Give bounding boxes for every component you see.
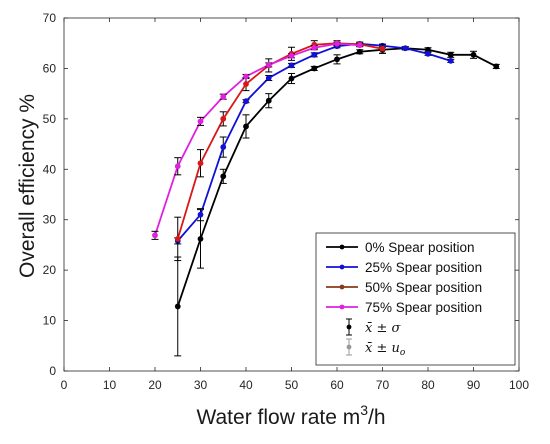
legend-label: x̄ ± uo <box>365 341 406 358</box>
legend-item: 75% Spear position <box>326 300 482 315</box>
data-point <box>334 40 340 47</box>
series-1 <box>174 40 455 245</box>
x-tick-label: 60 <box>330 378 344 392</box>
legend: 0% Spear position 25% Spear position 50% S… <box>315 232 516 366</box>
y-tick-label: 0 <box>49 364 56 378</box>
legend-label-main: x̄ ± u <box>365 341 400 356</box>
data-point <box>288 62 295 69</box>
series-3 <box>151 40 364 240</box>
series-line <box>177 42 452 242</box>
axes: 0 10 20 30 40 50 60 70 80 90 100 0 10 20 30 40 50 60 70 <box>43 11 530 392</box>
x-tick-label: 90 <box>467 378 481 392</box>
data-point <box>265 75 272 81</box>
data-point <box>174 163 181 170</box>
legend-marker <box>339 244 345 250</box>
x-axis-title: Water flow rate m3/h <box>196 402 385 429</box>
data-point <box>243 81 249 87</box>
data-point <box>243 98 249 105</box>
legend-item: x̄ ± uo <box>346 338 406 358</box>
data-point <box>379 45 386 52</box>
data-point <box>288 52 295 59</box>
x-tick-label: 10 <box>103 378 117 392</box>
series-line <box>154 42 360 236</box>
data-point <box>470 51 477 58</box>
legend-marker <box>339 304 345 310</box>
data-point <box>197 211 204 218</box>
legend-marker <box>346 324 352 330</box>
x-axis-title-suffix: /h <box>368 406 386 429</box>
data-point <box>243 123 249 130</box>
series-layer <box>151 40 500 357</box>
x-tick-label: 80 <box>421 378 435 392</box>
legend-label: 75% Spear position <box>365 300 482 315</box>
data-point <box>447 51 454 58</box>
legend-marker <box>346 344 352 350</box>
data-point <box>288 75 295 82</box>
legend-label-main: x̄ ± σ <box>365 321 401 336</box>
legend-item: x̄ ± σ <box>346 318 401 336</box>
y-axis-title: Overall efficiency % <box>16 94 39 278</box>
data-point <box>265 61 272 68</box>
x-tick-label: 20 <box>148 378 162 392</box>
legend-marker <box>339 284 345 290</box>
data-point <box>152 232 158 239</box>
x-tick-label: 30 <box>194 378 208 392</box>
x-tick-label: 70 <box>376 378 390 392</box>
y-tick-label: 10 <box>43 314 57 328</box>
data-point <box>265 97 272 104</box>
legend-label: 25% Spear position <box>365 260 482 275</box>
data-point <box>220 93 227 100</box>
series-2 <box>174 40 386 262</box>
x-tick-label: 40 <box>239 378 253 392</box>
data-point <box>334 56 340 63</box>
data-point <box>197 235 204 242</box>
y-tick-label: 60 <box>43 61 57 75</box>
y-tick-label: 30 <box>43 213 57 227</box>
legend-marker <box>339 264 345 270</box>
data-point <box>311 44 318 51</box>
data-point <box>243 73 249 80</box>
x-tick-label: 100 <box>509 378 529 392</box>
data-point <box>220 173 227 180</box>
x-axis-title-superscript: 3 <box>360 402 368 418</box>
legend-label: 0% Spear position <box>365 240 475 255</box>
data-point <box>311 51 318 58</box>
data-point <box>447 57 454 64</box>
data-point <box>425 50 431 57</box>
legend-label: x̄ ± σ <box>365 321 401 336</box>
legend-item: 50% Spear position <box>326 280 482 295</box>
data-point <box>220 115 227 122</box>
y-tick-label: 50 <box>43 112 57 126</box>
legend-item: 25% Spear position <box>326 260 482 275</box>
data-point <box>311 65 318 72</box>
y-tick-label: 40 <box>43 162 57 176</box>
plot-area: 0 10 20 30 40 50 60 70 80 90 100 0 10 20 30 40 50 60 70 <box>43 11 530 392</box>
data-point <box>197 118 204 125</box>
data-point <box>493 63 500 70</box>
data-point <box>220 144 227 150</box>
data-point <box>174 235 181 242</box>
x-tick-label: 0 <box>61 378 68 392</box>
y-tick-label: 70 <box>43 11 57 25</box>
data-point <box>356 42 363 49</box>
data-point <box>402 45 409 52</box>
data-point <box>174 303 181 310</box>
legend-item: 0% Spear position <box>326 240 475 255</box>
data-point <box>356 48 363 55</box>
legend-label-subscript: o <box>400 348 406 358</box>
y-tick-label: 20 <box>43 263 57 277</box>
x-axis-title-main: Water flow rate m <box>196 406 360 429</box>
legend-label: 50% Spear position <box>365 280 482 295</box>
x-tick-label: 50 <box>285 378 299 392</box>
data-point <box>197 160 204 167</box>
